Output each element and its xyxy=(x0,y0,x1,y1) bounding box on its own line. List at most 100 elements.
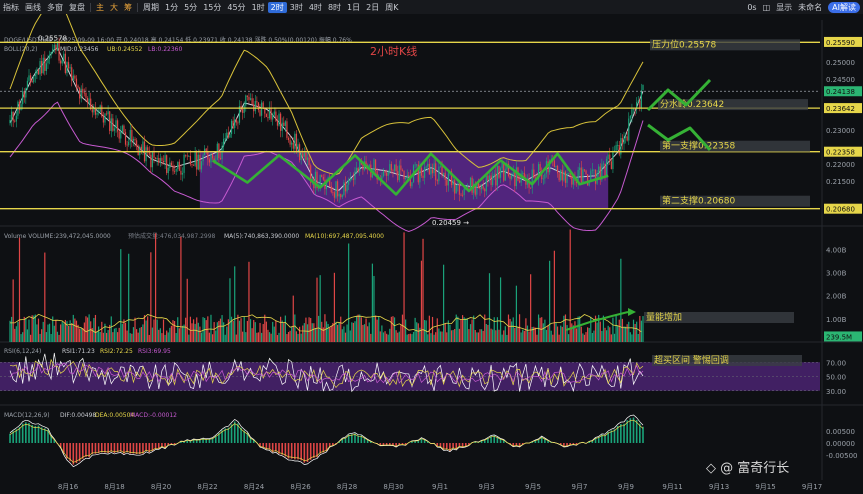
x-axis-label-0: 8月16 xyxy=(58,483,79,491)
x-axis-label-4: 8月24 xyxy=(244,483,265,491)
volume-bar xyxy=(439,331,442,342)
volume-bar xyxy=(590,316,592,342)
volume-bar xyxy=(261,332,263,342)
macd-bar xyxy=(322,443,325,453)
macd-bar xyxy=(180,441,182,443)
candle-body xyxy=(281,122,283,131)
x-axis-label-6: 8月28 xyxy=(337,483,357,491)
toolbar-item-chips[interactable]: 筹 xyxy=(124,2,132,12)
macd-bar xyxy=(499,438,502,443)
volume-bar xyxy=(492,329,494,342)
macd-bar xyxy=(199,439,201,443)
volume-bar xyxy=(416,322,418,342)
candle-body xyxy=(284,121,286,126)
volume-bar xyxy=(216,322,218,342)
period-week[interactable]: 周K xyxy=(385,2,399,12)
period-selector[interactable]: 周期 xyxy=(143,2,159,12)
candle-body xyxy=(463,188,465,196)
candle-body xyxy=(322,176,324,180)
candle-body xyxy=(487,175,489,181)
support1-label: 第一支撑0.22358 xyxy=(662,140,735,152)
volume-bar xyxy=(378,316,380,342)
volume-bar xyxy=(259,322,261,342)
candle-body xyxy=(555,165,557,167)
volume-bar xyxy=(634,323,636,342)
macd-bar xyxy=(12,431,14,443)
period-1h[interactable]: 1时 xyxy=(251,2,265,12)
toolbar-item-main[interactable]: 主 xyxy=(96,2,104,12)
candle-body xyxy=(173,171,176,173)
candle-body xyxy=(406,175,408,179)
settings-button[interactable]: 显示 xyxy=(776,2,793,12)
toolbar-item-multiwindow[interactable]: 多窗 xyxy=(47,2,63,12)
volume-bar xyxy=(484,314,486,342)
macd-bar xyxy=(395,443,397,447)
volume-bar xyxy=(275,320,277,342)
candle-body xyxy=(530,187,532,189)
volume-bar xyxy=(367,326,369,342)
period-2d[interactable]: 2日 xyxy=(366,2,380,12)
period-1d[interactable]: 1日 xyxy=(347,2,361,12)
volume-bar xyxy=(531,326,533,342)
volume-bar xyxy=(408,333,410,342)
candle-body xyxy=(77,85,79,88)
camera-icon[interactable]: ◫ xyxy=(762,2,771,12)
volume-bar xyxy=(606,330,608,342)
toolbar-item-draw[interactable]: 画线 xyxy=(25,2,41,12)
candle-body xyxy=(166,155,168,174)
macd-bar xyxy=(63,443,65,454)
volume-bar xyxy=(227,319,229,342)
projection-up-arrow xyxy=(646,78,712,112)
candle-body xyxy=(242,109,244,113)
macd-bar xyxy=(544,438,546,443)
candle-body xyxy=(457,183,459,185)
macd-bar xyxy=(69,443,71,462)
toolbar-item-big[interactable]: 大 xyxy=(110,2,118,12)
period-15m[interactable]: 15分 xyxy=(203,2,222,12)
ai-button[interactable]: AI解读 xyxy=(828,1,860,13)
period-45m[interactable]: 45分 xyxy=(227,2,246,12)
candle-body xyxy=(503,163,505,181)
volume-bar xyxy=(159,328,161,342)
period-8h[interactable]: 8时 xyxy=(327,2,342,12)
candle-body xyxy=(469,177,472,188)
candle-body xyxy=(488,175,491,181)
macd-bar xyxy=(588,441,590,443)
candle-body xyxy=(191,164,193,165)
candle-body xyxy=(632,108,635,110)
volume-bar xyxy=(53,325,55,342)
level-price-tag xyxy=(824,203,862,214)
macd-bar xyxy=(464,443,467,447)
macd-bar xyxy=(639,423,641,443)
volume-bar xyxy=(268,332,271,342)
macd-bar xyxy=(540,436,543,443)
macd-bar xyxy=(493,435,496,443)
toolbar-item-replay[interactable]: 复盘 xyxy=(69,2,85,12)
kline-chart[interactable]: DOGE/USDT永续 2025-09-09 16:00 开 0.24018 高 … xyxy=(0,14,863,494)
volume-bar xyxy=(321,321,323,342)
period-1m[interactable]: 1分 xyxy=(165,2,179,12)
volume-bar xyxy=(514,328,516,342)
candle-body xyxy=(42,57,44,74)
candle-body xyxy=(398,165,400,181)
period-2h[interactable]: 2时 xyxy=(267,1,287,13)
period-4h[interactable]: 4时 xyxy=(308,2,322,12)
volume-bar xyxy=(115,327,117,342)
candle-body xyxy=(246,95,248,97)
volume-bar xyxy=(118,327,120,342)
candle-body xyxy=(636,101,638,110)
volume-bar xyxy=(604,327,606,342)
toolbar-item-indicator[interactable]: 指标 xyxy=(3,2,19,12)
macd-bar xyxy=(487,437,489,443)
period-3h[interactable]: 3时 xyxy=(289,2,303,12)
macd-bar xyxy=(420,438,423,443)
candle-body xyxy=(18,101,21,111)
toolbar: 指标 画线 多窗 复盘 主 大 筹 周期 1分 5分 15分 45分 1时 2时… xyxy=(0,0,863,14)
candle-body xyxy=(140,146,142,151)
macd-bar xyxy=(629,418,632,443)
candle-body xyxy=(245,95,247,106)
candle-body xyxy=(329,177,331,187)
macd-bar xyxy=(78,443,81,462)
account-button[interactable]: 未命名 xyxy=(798,2,823,12)
period-5m[interactable]: 5分 xyxy=(184,2,198,12)
